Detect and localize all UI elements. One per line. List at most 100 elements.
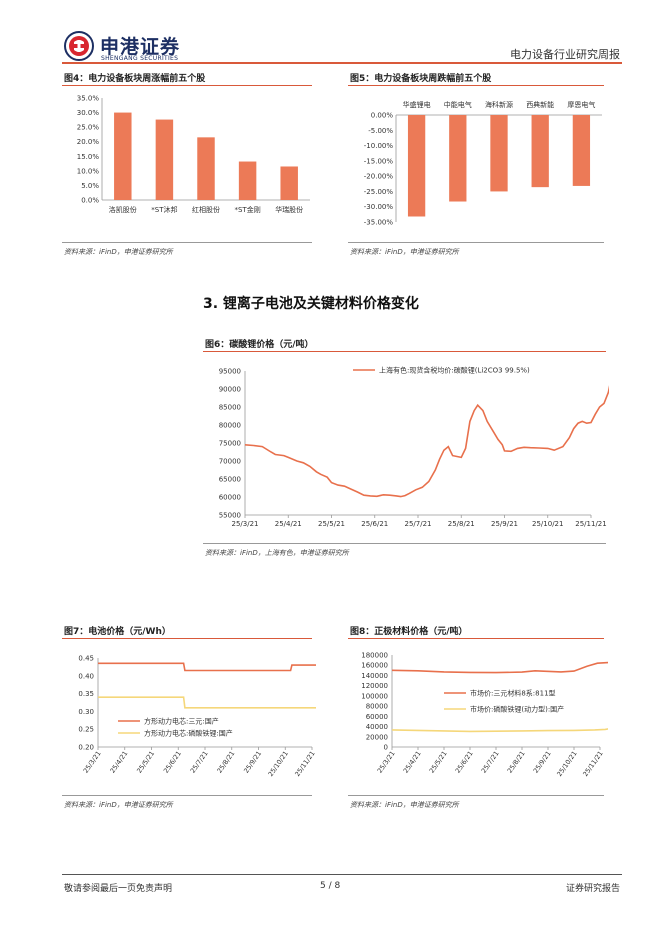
fig7-source: 资料来源：iFinD，申港证券研究所	[64, 801, 173, 809]
x-tick-label: 25/9/21	[532, 750, 553, 775]
x-tick-label: 25/10/21	[555, 750, 578, 779]
legend-label: 上海有色:现货含税均价:碳酸锂(Li2CO3 99.5%)	[379, 366, 530, 375]
brand-logo-icon	[64, 31, 94, 61]
bar	[155, 119, 174, 200]
category-label: 海科新源	[485, 100, 513, 109]
y-tick-label: 0.0%	[81, 197, 99, 205]
y-tick-label: 25.0%	[77, 124, 100, 132]
y-tick-label: 80000	[219, 422, 241, 430]
fig6-chart: 95000 90000 85000 80000 75000 70000 65000 60000…	[219, 366, 609, 528]
x-tick-label: 25/3/21	[376, 750, 397, 775]
legend-label: 方形动力电芯:三元:国产	[144, 717, 219, 726]
y-tick-label: 75000	[219, 440, 241, 448]
x-tick-label: 25/3/21	[232, 520, 259, 528]
fig5-bottom-rule	[348, 242, 604, 243]
series-line	[391, 661, 608, 674]
fig6-source: 资料来源：iFinD，上海有色，申港证券研究所	[205, 549, 349, 557]
fig4-bottom-rule	[62, 242, 312, 243]
fig4-title: 图4：电力设备板块周涨幅前五个股	[64, 74, 206, 84]
x-tick-label: 25/3/21	[82, 750, 103, 775]
fig6-title-rule	[203, 351, 606, 352]
x-tick-label: 25/8/21	[448, 520, 475, 528]
fig8-title-rule	[348, 638, 604, 639]
bar	[197, 137, 215, 200]
x-tick-label: 25/4/21	[402, 750, 423, 775]
bar	[490, 115, 508, 192]
x-tick-label: 25/4/21	[108, 750, 129, 775]
y-tick-label: 65000	[219, 476, 241, 484]
category-label: 红相股份	[192, 205, 220, 214]
y-tick-label: 35.0%	[77, 95, 100, 103]
y-tick-label: 0	[384, 744, 388, 752]
x-tick-label: 25/7/21	[480, 750, 501, 775]
x-tick-label: 25/5/21	[318, 520, 345, 528]
fig5-chart: 0.00% -5.00% -10.00% -15.00% -20.00% -25.00% -…	[364, 100, 602, 227]
y-tick-label: 0.25	[78, 726, 94, 734]
y-tick-label: 95000	[219, 368, 241, 376]
x-tick-label: 25/5/21	[428, 750, 449, 775]
fig6-bottom-rule	[203, 543, 606, 544]
fig7-title: 图7：电池价格（元/Wh）	[64, 627, 171, 637]
x-tick-label: 25/8/21	[215, 750, 236, 775]
y-tick-label: 90000	[219, 386, 241, 394]
series-line	[391, 728, 608, 733]
x-tick-label: 25/9/21	[491, 520, 518, 528]
fig7-bottom-rule	[62, 795, 312, 796]
y-tick-label: -30.00%	[364, 203, 394, 211]
footer-disclaimer: 敬请参阅最后一页免责声明	[64, 884, 173, 894]
category-label: 洛凯股份	[109, 205, 137, 214]
x-tick-label: 25/10/21	[267, 750, 290, 779]
y-tick-label: 5.0%	[81, 182, 99, 190]
x-tick-label: 25/11/21	[293, 750, 316, 779]
fig8-title: 图8：正极材料价格（元/吨）	[350, 627, 468, 637]
category-label: 华盛锂电	[403, 100, 431, 109]
legend-label: 市场价:磷酸铁锂(动力型):国产	[470, 705, 564, 714]
fig4-source: 资料来源：iFinD，申港证券研究所	[64, 248, 173, 256]
y-tick-label: 120000	[361, 682, 388, 690]
y-tick-label: 30.0%	[77, 109, 100, 117]
x-tick-label: 25/8/21	[506, 750, 527, 775]
y-tick-label: -15.00%	[364, 157, 394, 165]
y-tick-label: 0.40	[78, 672, 94, 680]
y-tick-label: 70000	[219, 458, 241, 466]
y-tick-label: 10.0%	[77, 167, 100, 175]
report-type: 电力设备行业研究周报	[510, 48, 620, 61]
y-tick-label: 180000	[361, 652, 388, 660]
x-tick-label: 25/10/21	[532, 520, 563, 528]
bar	[238, 161, 257, 200]
fig8-bottom-rule	[348, 795, 604, 796]
x-tick-label: 25/6/21	[162, 750, 183, 775]
x-tick-label: 25/11/21	[581, 750, 604, 779]
y-tick-label: 0.00%	[371, 112, 394, 120]
x-tick-label: 25/6/21	[361, 520, 388, 528]
bar	[531, 115, 549, 188]
y-tick-label: 55000	[219, 512, 241, 520]
y-tick-label: 60000	[219, 494, 241, 502]
fig8-source: 资料来源：iFinD，申港证券研究所	[350, 801, 459, 809]
series-line	[98, 696, 316, 709]
page-number: 5 / 8	[320, 881, 341, 891]
y-tick-label: 100000	[361, 692, 388, 700]
footer-rule	[62, 874, 622, 875]
x-tick-label: 25/7/21	[405, 520, 432, 528]
y-tick-label: 40000	[366, 723, 388, 731]
y-tick-label: 85000	[219, 404, 241, 412]
brand-subtitle: SHENGANG SECURITIES	[101, 55, 179, 62]
y-tick-label: 60000	[366, 713, 388, 721]
footer-report-label: 证券研究报告	[565, 884, 620, 894]
x-tick-label: 25/11/21	[575, 520, 606, 528]
x-tick-label: 25/7/21	[189, 750, 210, 775]
y-tick-label: 0.20	[78, 744, 94, 752]
series-line	[244, 385, 609, 498]
category-label: 摩恩电气	[567, 100, 595, 109]
y-tick-label: 0.45	[78, 655, 94, 663]
fig4-chart: 35.0% 30.0% 25.0% 20.0% 15.0% 10.0% 5.0% 0.0% 洛凯…	[77, 95, 310, 214]
fig5-title: 图5：电力设备板块周跌幅前五个股	[350, 74, 492, 84]
y-tick-label: 20.0%	[77, 138, 100, 146]
bar	[572, 115, 591, 186]
y-tick-label: 15.0%	[77, 153, 100, 161]
bar	[114, 112, 132, 200]
y-tick-label: 0.30	[78, 708, 94, 716]
legend-label: 方形动力电芯:磷酸铁锂:国产	[144, 729, 233, 738]
x-tick-label: 25/6/21	[454, 750, 475, 775]
